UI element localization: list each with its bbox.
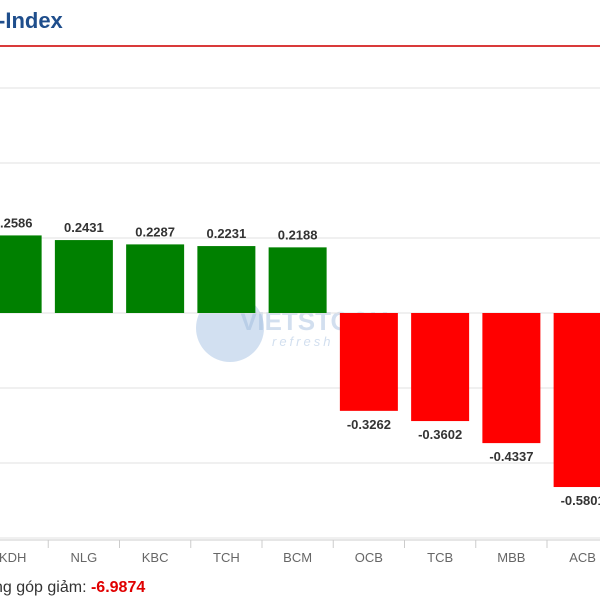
watermark-tagline: refresh (272, 334, 333, 349)
data-label: -0.3602 (418, 427, 462, 442)
x-tick-label: TCB (427, 550, 453, 565)
data-label: -0.5801 (561, 493, 600, 508)
x-tick-label: MBB (497, 550, 525, 565)
data-label: -0.4337 (489, 449, 533, 464)
data-label: -0.3262 (347, 417, 391, 432)
bar-tch (197, 246, 256, 313)
bar-acb (553, 313, 600, 488)
x-tick-label: KDH (0, 550, 26, 565)
bar-kdh (0, 235, 42, 313)
summary-value: -6.9874 (90, 579, 146, 596)
data-label: 0.2231 (206, 226, 246, 241)
bar-bcm (268, 247, 327, 313)
data-label: 0.2431 (64, 220, 104, 235)
chart-title: -Index (0, 8, 63, 33)
x-tick-label: ACB (569, 550, 596, 565)
x-tick-label: TCH (213, 550, 240, 565)
data-label: 0.2586 (0, 215, 33, 230)
title-divider (0, 45, 600, 47)
total-decrease-summary: ng góp giảm: -6.9874 (0, 579, 145, 597)
x-tick-label: KBC (142, 550, 169, 565)
data-label: 0.2188 (278, 227, 318, 242)
summary-label: ng góp giảm: (0, 579, 87, 596)
bar-tcb (411, 313, 470, 422)
bar-nlg (54, 240, 113, 313)
bar-mbb (482, 313, 541, 444)
data-label: 0.2287 (135, 224, 175, 239)
bar-ocb (339, 313, 398, 411)
x-tick-label: OCB (355, 550, 383, 565)
x-tick-label: BCM (283, 550, 312, 565)
bar-kbc (126, 244, 185, 313)
x-tick-label: NLG (71, 550, 98, 565)
